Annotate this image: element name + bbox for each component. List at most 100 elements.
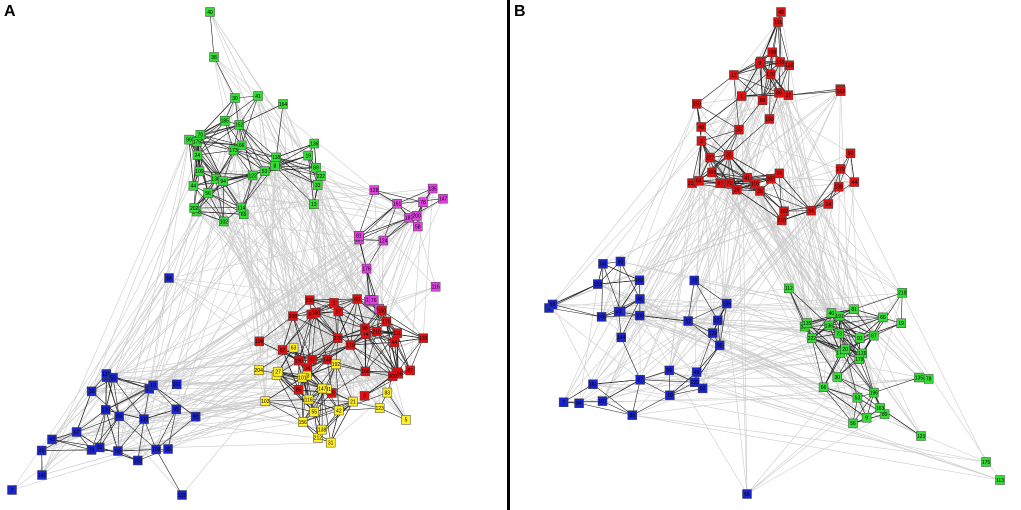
node-label: 120 [102, 372, 111, 378]
node-marker [316, 171, 326, 181]
edge [381, 310, 424, 339]
node-marker [869, 330, 879, 341]
node-marker [297, 372, 308, 383]
graph-node: 147 [317, 383, 328, 394]
node-label: 95 [165, 447, 171, 453]
graph-node: 95 [163, 444, 173, 454]
node-marker [764, 114, 775, 124]
edge [811, 337, 860, 360]
edge [209, 11, 358, 300]
edge [76, 375, 393, 433]
graph-node: 67 [71, 427, 82, 437]
node-label: 130 [140, 417, 149, 423]
node-label: 138 [211, 177, 220, 183]
edge [701, 129, 740, 142]
edge [601, 261, 621, 317]
node-label: 79 [692, 278, 698, 284]
graph-node: 112 [784, 283, 794, 294]
edge [257, 95, 358, 300]
graph-node: 108 [635, 310, 645, 321]
edge [276, 374, 304, 423]
edge [741, 92, 779, 97]
edge [306, 375, 315, 413]
node-marker [807, 333, 817, 343]
edge [338, 311, 398, 373]
edge [777, 21, 781, 63]
node-label: 140 [323, 357, 332, 363]
node-marker [665, 390, 675, 401]
edge [239, 103, 284, 126]
node-label: 19 [667, 393, 673, 399]
edge [200, 134, 242, 146]
node-marker [849, 304, 859, 314]
graph-node: 82 [95, 442, 105, 453]
edge [11, 239, 360, 491]
node-label: 44 [392, 340, 398, 346]
edge [386, 321, 399, 374]
edge [702, 203, 829, 389]
edge [381, 240, 384, 311]
graph-node: 87 [869, 330, 879, 341]
edge [900, 292, 903, 324]
edge [51, 175, 322, 440]
node-marker [47, 434, 57, 445]
graph-node: 208 [288, 311, 298, 321]
graph-node: 147 [438, 193, 448, 204]
edge [188, 139, 383, 311]
graph-node: 123 [374, 403, 385, 413]
node-marker [869, 387, 879, 398]
node-marker [635, 374, 645, 385]
node-marker [361, 263, 372, 274]
node-label: 90 [193, 415, 199, 421]
graph-node: 150 [692, 99, 702, 109]
edge [243, 165, 276, 215]
edge [112, 150, 234, 378]
graph-node: 163 [836, 86, 846, 96]
node-label: 59 [115, 449, 121, 455]
edge [736, 189, 920, 378]
edge [811, 338, 838, 378]
edge [358, 203, 398, 237]
node-label: 170 [382, 319, 391, 325]
node-label: 69 [550, 302, 556, 308]
node-marker [253, 91, 263, 101]
edge [698, 180, 728, 304]
edge [777, 21, 790, 66]
graph-node: 74 [774, 168, 785, 179]
node-marker [775, 57, 785, 67]
node-label: 7 [11, 488, 14, 494]
edge [265, 400, 315, 413]
node-label: 133 [594, 282, 603, 288]
edge [282, 349, 299, 390]
edge [837, 376, 875, 393]
node-label: 164 [279, 102, 288, 108]
node-label: 176 [858, 351, 867, 357]
edge [274, 143, 315, 167]
edge [241, 145, 277, 158]
edge [76, 341, 260, 433]
node-marker [750, 179, 760, 189]
edge [854, 308, 883, 318]
graph-node: 3 [359, 391, 370, 401]
edge [259, 315, 294, 342]
graph-node: 41 [742, 172, 752, 183]
edge [696, 337, 860, 373]
graph-node: 44 [188, 181, 199, 191]
node-label: 136 [825, 323, 834, 329]
edge [365, 334, 393, 377]
node-marker [205, 7, 215, 17]
edge [640, 358, 860, 381]
edge [601, 316, 929, 380]
node-marker [220, 116, 230, 126]
graph-node: 86 [774, 88, 784, 98]
edge [746, 397, 858, 495]
node-marker [742, 489, 752, 499]
node-marker [826, 308, 837, 318]
node-label: 29 [734, 187, 740, 193]
edge [781, 210, 812, 221]
edge [282, 240, 384, 351]
graph-node: 170 [765, 69, 776, 79]
node-marker [148, 380, 158, 391]
edge [788, 288, 830, 326]
node-marker [139, 414, 149, 424]
